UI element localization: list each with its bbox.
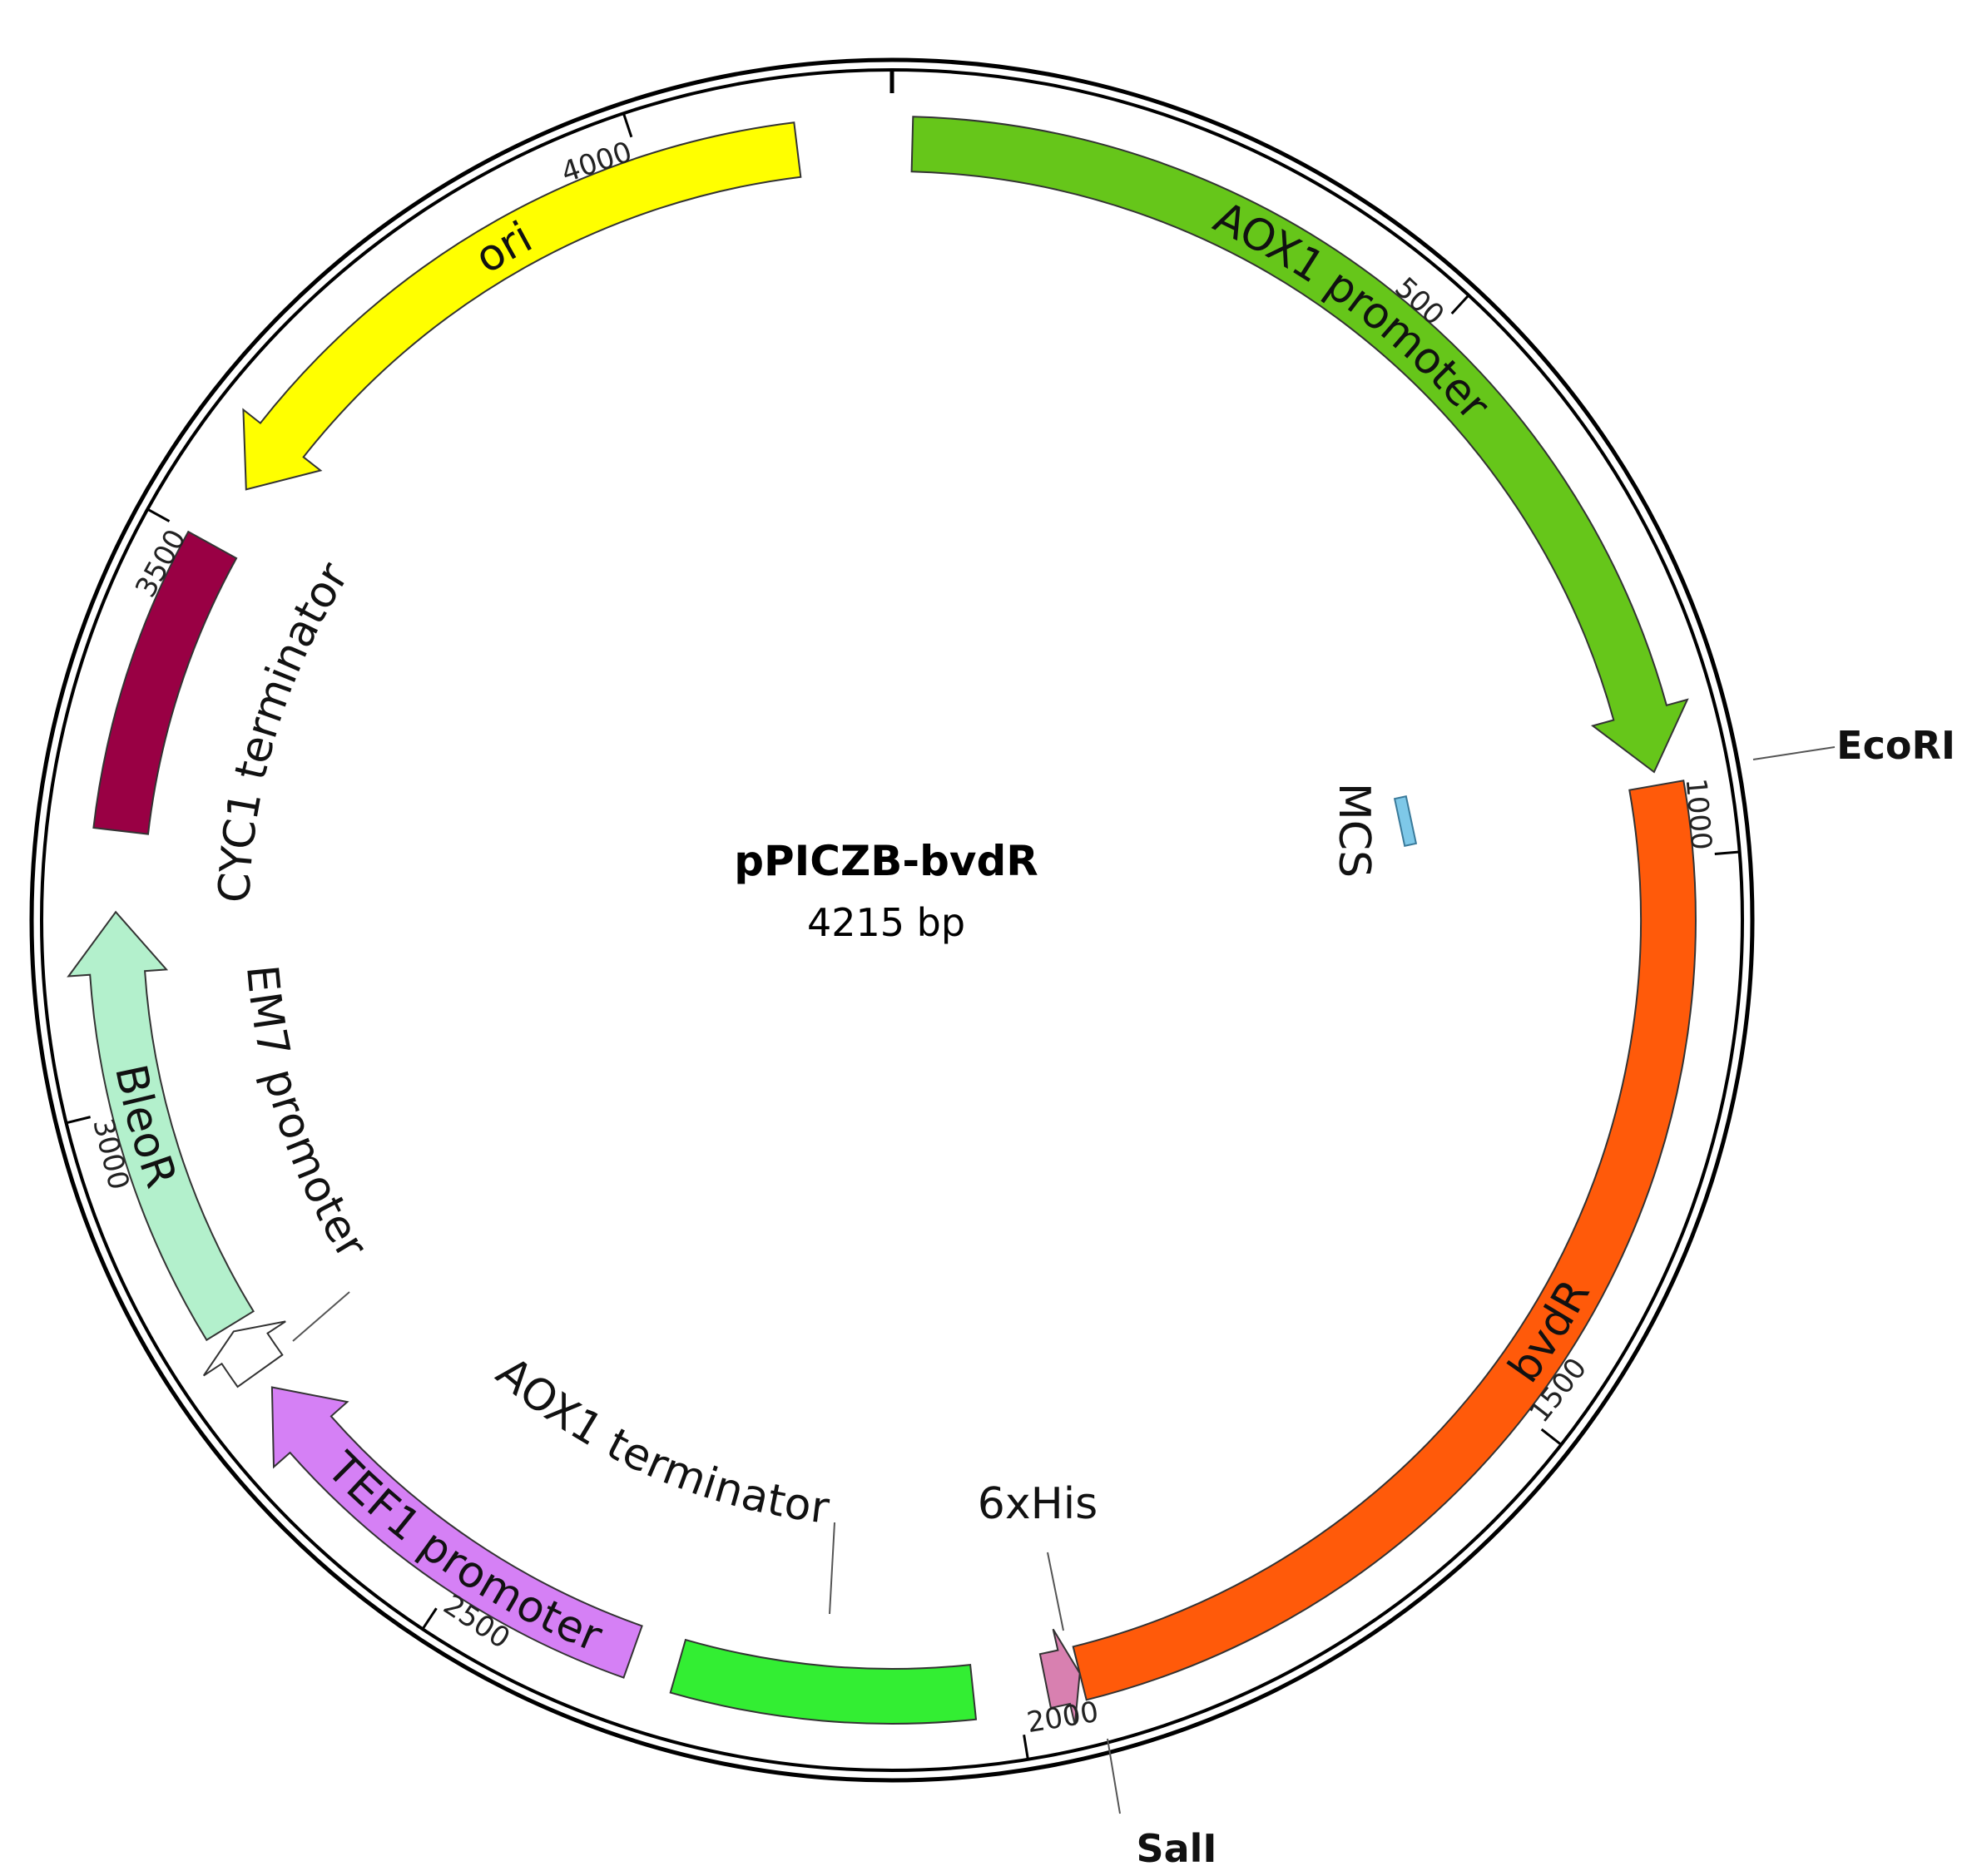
scale-tick: [66, 1116, 91, 1125]
backbone-outer: [29, 57, 1755, 1783]
leader-line: [292, 1291, 350, 1342]
feature-arc: [910, 116, 1689, 774]
scale-tick: [146, 507, 171, 522]
site-leader: [1752, 746, 1836, 760]
scale-tick: [1714, 850, 1740, 855]
feature-arc: [270, 1386, 643, 1679]
feature-label: 6xHis: [978, 1479, 1098, 1529]
site-leader: [1107, 1738, 1121, 1814]
scale-tick: [1540, 1428, 1563, 1446]
site-label: SalI: [1136, 1826, 1216, 1871]
plasmid-size: 4215 bp: [807, 900, 965, 945]
scale-tick: [622, 112, 633, 138]
feature-arc: [67, 910, 255, 1342]
feature-arc: [242, 121, 802, 491]
scale-label: 1000: [1679, 777, 1718, 851]
leader-line: [1047, 1552, 1064, 1631]
leader-line: [829, 1522, 835, 1615]
site-label: EcoRI: [1836, 723, 1955, 768]
feature-arc: [669, 1638, 978, 1725]
plasmid-name: pPICZB-bvdR: [734, 837, 1038, 885]
feature-arc: [1038, 1628, 1081, 1725]
feature-arc: [92, 530, 238, 835]
mcs-feature: [1393, 794, 1418, 848]
scale-tick: [421, 1607, 438, 1631]
feature-label: MCS: [1329, 783, 1379, 878]
scale-tick: [1023, 1734, 1029, 1760]
scale-tick: [1450, 294, 1470, 314]
feature-arc: [202, 1320, 286, 1388]
